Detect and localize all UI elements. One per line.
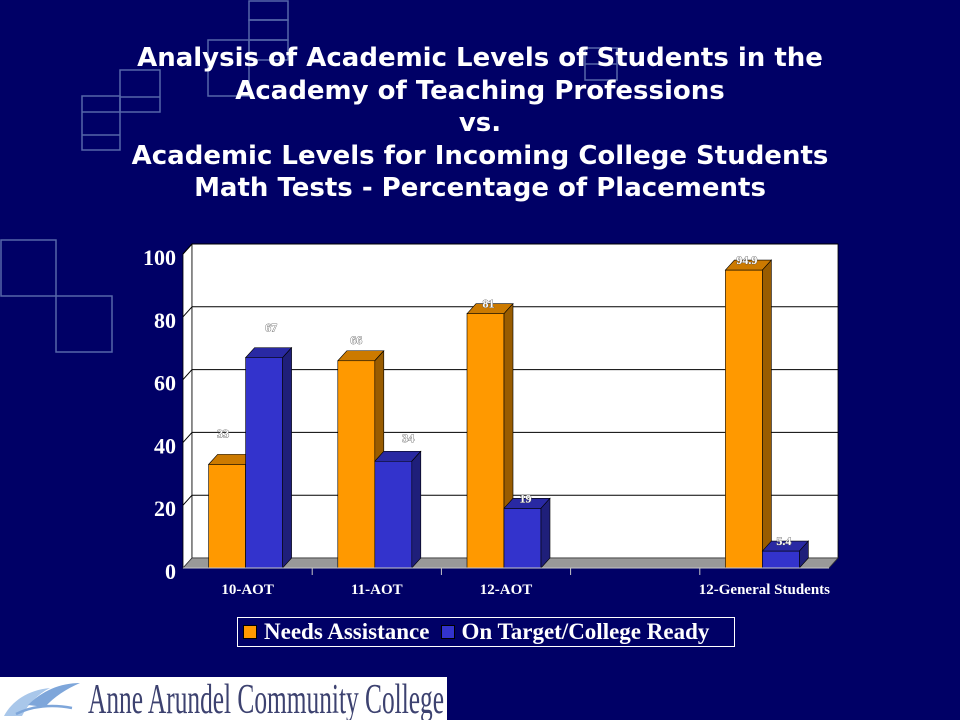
gridline-side-80 (182, 306, 193, 318)
bar-needs-assistance-12-general-students (724, 259, 773, 569)
x-axis: 10-AOT 11-AOT 12-AOT 12-General Students (183, 567, 830, 598)
legend-swatch-needs-assistance (243, 625, 257, 639)
data-label-needs-assistance-10-aot: 33 (217, 426, 229, 440)
bar-needs-assistance-12-aot-front (466, 313, 505, 569)
bar-on-target-college-ready-10-aot (244, 346, 293, 569)
title-line-5: Math Tests - Percentage of Placements (194, 173, 766, 203)
college-logo: Anne Arundel Community College (0, 677, 447, 720)
x-tick-label-11-aot: 11-AOT (351, 582, 403, 598)
slide-title: Analysis of Academic Levels of Students … (0, 42, 960, 205)
plot-area: 33 67 66 34 81 19 94.9 5.4 (182, 242, 839, 570)
bar-on-target-college-ready-10-aot-side (282, 346, 292, 569)
data-label-needs-assistance-12-general-students: 94.9 (736, 253, 757, 267)
bar-needs-assistance-12-general-students-side (762, 259, 772, 569)
data-label-on-target-college-ready-12-general-students: 5.4 (776, 534, 791, 548)
y-tick-label-40: 40 (154, 433, 176, 458)
decorative-square (0, 239, 57, 297)
data-label-on-target-college-ready-11-aot: 34 (402, 431, 414, 445)
y-tick-label-80: 80 (154, 308, 176, 333)
data-label-needs-assistance-11-aot: 66 (350, 333, 362, 347)
college-logo-graphic: Anne Arundel Community College (4, 677, 444, 720)
bar-on-target-college-ready-11-aot-front (374, 460, 413, 569)
decorative-squares (0, 0, 618, 353)
data-label-on-target-college-ready-10-aot: 67 (265, 321, 277, 335)
bar-on-target-college-ready-12-general-students-side (799, 540, 809, 569)
bar-on-target-college-ready-12-aot (503, 497, 551, 569)
y-axis: 0 20 40 60 80 100 (143, 245, 176, 584)
bar-on-target-college-ready-11-aot (374, 450, 422, 569)
bar-needs-assistance-10-aot-front (208, 464, 246, 569)
y-tick-label-60: 60 (154, 371, 176, 396)
bird-logo-icon (4, 683, 80, 716)
x-tick-label-12-general-students: 12-General Students (699, 582, 830, 598)
college-logo-text: Anne Arundel Community College (88, 677, 444, 720)
bird-wing-left (4, 688, 50, 716)
decorative-square (81, 95, 121, 151)
bar-on-target-college-ready-12-aot-side (540, 497, 551, 569)
chart-side-wall (182, 242, 193, 570)
x-tick-label-10-aot: 10-AOT (221, 582, 274, 598)
bar-needs-assistance-12-general-students-front (725, 269, 763, 569)
bar-on-target-college-ready-12-aot-front (503, 508, 542, 569)
bar-on-target-college-ready-10-aot-front (245, 357, 283, 569)
title-line-1: Analysis of Academic Levels of Students … (137, 43, 823, 73)
gridline-side-40 (182, 432, 193, 443)
bars (207, 259, 810, 569)
title-line-4: Academic Levels for Incoming College Stu… (131, 140, 829, 171)
legend-label-on-target: On Target/College Ready (461, 619, 710, 644)
bird-wing-right (28, 683, 80, 707)
bird-body (15, 704, 73, 716)
bar-on-target-college-ready-12-general-students (761, 540, 810, 569)
bar-on-target-college-ready-12-general-students-front (762, 550, 800, 569)
chart-legend: Needs Assistance On Target/College Ready (237, 617, 735, 647)
gridline-side-100 (182, 243, 193, 255)
title-line-3: vs. (458, 108, 502, 138)
bar-needs-assistance-11-aot-front (337, 360, 376, 569)
y-tick-label-20: 20 (154, 496, 176, 521)
x-tick-label-12-aot: 12-AOT (480, 582, 533, 598)
data-label-needs-assistance-12-aot: 81 (483, 297, 495, 311)
y-tick-label-100: 100 (143, 245, 176, 270)
decorative-square (207, 39, 250, 97)
legend-swatch-on-target (441, 625, 456, 639)
title-line-2: Academy of Teaching Professions (235, 75, 725, 106)
gridline-side-60 (182, 369, 193, 380)
gridline-side-20 (182, 494, 193, 506)
data-labels: 33 67 66 34 81 19 94.9 5.4 (217, 253, 792, 549)
data-label-on-target-college-ready-12-aot: 19 (520, 491, 532, 505)
y-tick-label-0: 0 (165, 559, 176, 584)
decorative-square (119, 69, 161, 113)
decorative-square (55, 295, 113, 353)
legend-label-needs-assistance: Needs Assistance (264, 619, 430, 644)
bar-on-target-college-ready-11-aot-side (411, 450, 422, 569)
